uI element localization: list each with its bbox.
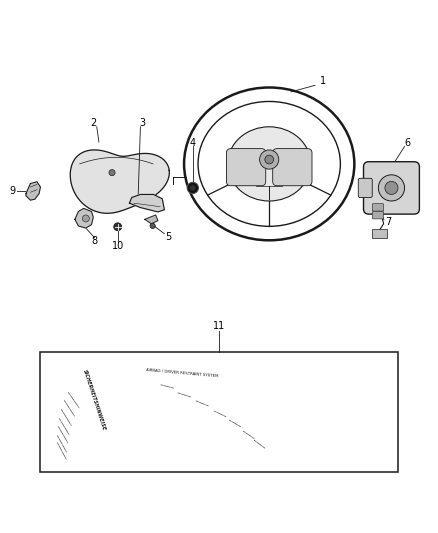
- Circle shape: [109, 169, 115, 176]
- Text: ━━━━━━━━━━━: ━━━━━━━━━━━: [55, 425, 68, 444]
- FancyBboxPatch shape: [358, 179, 372, 198]
- Text: 9: 9: [10, 187, 16, 196]
- FancyBboxPatch shape: [372, 229, 387, 238]
- Text: 6: 6: [405, 139, 411, 148]
- Polygon shape: [75, 208, 93, 228]
- Text: 4: 4: [190, 138, 196, 148]
- Text: ━━━━━━━━: ━━━━━━━━: [159, 383, 174, 390]
- Text: ━━━━━━━━━━━: ━━━━━━━━━━━: [66, 391, 80, 409]
- Text: ━━━━━━━━: ━━━━━━━━: [240, 429, 254, 440]
- Text: ━━━━━━━━━━━: ━━━━━━━━━━━: [59, 408, 72, 426]
- Polygon shape: [70, 150, 170, 213]
- FancyBboxPatch shape: [372, 212, 384, 219]
- Circle shape: [114, 223, 122, 231]
- Circle shape: [150, 223, 155, 229]
- Polygon shape: [145, 215, 158, 224]
- Text: AIRBAG / DRIVER RESTRAINT SYSTEM: AIRBAG / DRIVER RESTRAINT SYSTEM: [145, 368, 218, 378]
- Circle shape: [265, 155, 274, 164]
- Text: 11: 11: [213, 321, 225, 332]
- Text: 7: 7: [385, 217, 392, 228]
- Text: ━━━━━━━━: ━━━━━━━━: [227, 418, 241, 429]
- FancyBboxPatch shape: [364, 161, 420, 214]
- Polygon shape: [130, 195, 164, 212]
- Text: ━━━━━━━━: ━━━━━━━━: [212, 409, 226, 418]
- Text: ━━━━━━━━: ━━━━━━━━: [177, 391, 191, 399]
- Ellipse shape: [228, 127, 311, 201]
- Circle shape: [385, 181, 398, 195]
- Text: 5: 5: [165, 232, 172, 242]
- FancyBboxPatch shape: [226, 149, 266, 185]
- Text: ━━━━━━━━━━━: ━━━━━━━━━━━: [57, 417, 70, 435]
- Text: SICHERHEITSHINWEISE: SICHERHEITSHINWEISE: [82, 368, 107, 431]
- FancyBboxPatch shape: [372, 204, 384, 211]
- Text: ━━━━━━━━━━━: ━━━━━━━━━━━: [55, 441, 67, 460]
- Text: 8: 8: [92, 236, 98, 246]
- Circle shape: [187, 182, 198, 193]
- Bar: [40, 352, 398, 472]
- Text: 3: 3: [140, 118, 146, 128]
- Circle shape: [378, 175, 405, 201]
- FancyBboxPatch shape: [273, 149, 312, 185]
- Text: 10: 10: [112, 241, 124, 252]
- Polygon shape: [26, 182, 40, 200]
- Circle shape: [82, 215, 89, 222]
- Text: ━━━━━━━━━━━: ━━━━━━━━━━━: [55, 434, 67, 453]
- Text: ━━━━━━━━━━━: ━━━━━━━━━━━: [61, 399, 75, 417]
- Circle shape: [190, 185, 196, 191]
- Text: ━━━━━━━━: ━━━━━━━━: [251, 439, 265, 450]
- Circle shape: [260, 150, 279, 169]
- Text: 2: 2: [91, 118, 97, 128]
- Text: 1: 1: [320, 76, 326, 86]
- Text: ━━━━━━━━: ━━━━━━━━: [194, 400, 209, 408]
